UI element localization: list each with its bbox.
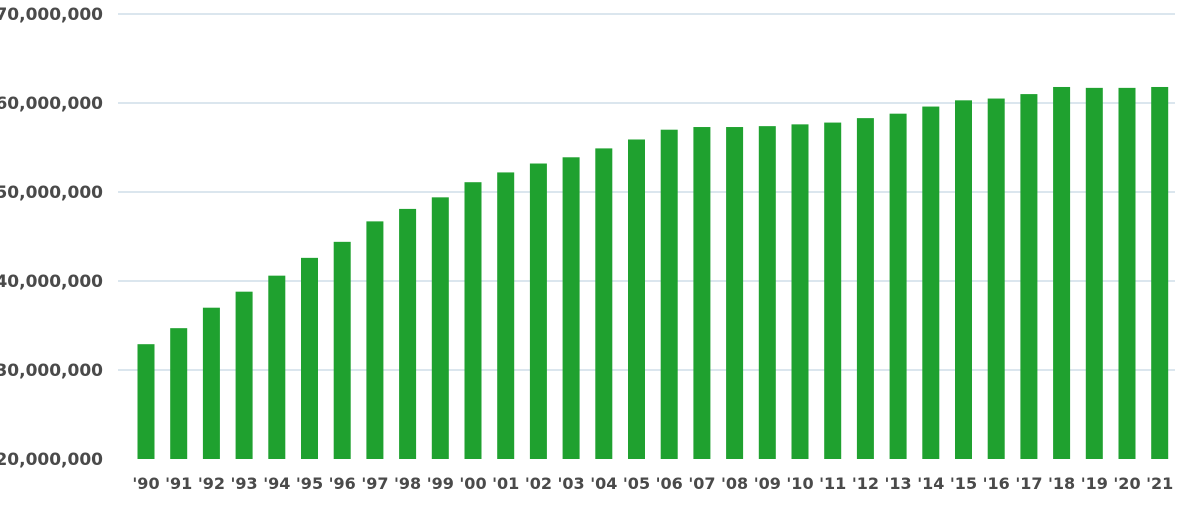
x-tick-label: '01 xyxy=(492,474,519,493)
bar xyxy=(399,208,417,459)
x-tick-label: '90 xyxy=(132,474,159,493)
x-tick-label: '05 xyxy=(623,474,650,493)
bar xyxy=(628,139,645,460)
bar xyxy=(202,307,220,459)
x-tick-label: '10 xyxy=(786,474,813,493)
x-tick-label: '20 xyxy=(1113,474,1140,493)
x-tick-label: '18 xyxy=(1048,474,1075,493)
bar xyxy=(301,257,318,459)
x-tick-label: '96 xyxy=(329,474,356,493)
bar xyxy=(366,221,384,459)
bar xyxy=(431,197,449,459)
x-tick-label: '12 xyxy=(852,474,879,493)
bar xyxy=(955,100,972,459)
y-tick-label: 30,000,000 xyxy=(0,361,103,381)
x-tick-label: '14 xyxy=(917,474,944,493)
x-tick-label: '99 xyxy=(427,474,454,493)
y-tick-label: 40,000,000 xyxy=(0,272,103,292)
bar xyxy=(824,122,842,459)
bar xyxy=(562,157,580,460)
bar xyxy=(1118,87,1136,460)
bar xyxy=(693,127,711,459)
x-tick-label: '15 xyxy=(950,474,977,493)
bar xyxy=(529,163,547,459)
x-tick-label: '17 xyxy=(1015,474,1042,493)
x-tick-label: '04 xyxy=(590,474,617,493)
y-tick-label: 50,000,000 xyxy=(0,183,103,203)
x-tick-label: '93 xyxy=(231,474,258,493)
bar xyxy=(856,118,874,459)
y-tick-label: 70,000,000 xyxy=(0,5,103,25)
x-tick-label: '00 xyxy=(459,474,486,493)
x-tick-label: '03 xyxy=(558,474,585,493)
bar xyxy=(889,113,907,460)
bar xyxy=(464,182,482,459)
bar xyxy=(497,172,515,460)
x-tick-label: '98 xyxy=(394,474,421,493)
bar xyxy=(1020,94,1038,459)
bar xyxy=(758,126,776,459)
x-tick-label: '13 xyxy=(885,474,912,493)
bar xyxy=(726,127,744,459)
y-axis-ticks: 20,000,000 30,000,000 40,000,000 50,000,000… xyxy=(0,5,103,470)
bar xyxy=(170,328,188,459)
bar xyxy=(595,148,613,459)
x-tick-label: '95 xyxy=(296,474,323,493)
y-tick-label: 60,000,000 xyxy=(0,94,103,114)
bar xyxy=(922,106,940,459)
x-tick-label: '94 xyxy=(263,474,290,493)
x-axis-ticks: '90 '91 '92 '93 '94 '95 '96 '97 '98 '99 '00 '01 '02 '… xyxy=(132,474,1173,493)
x-tick-label: '91 xyxy=(165,474,192,493)
x-tick-label: '06 xyxy=(656,474,683,493)
x-tick-label: '92 xyxy=(198,474,225,493)
bars xyxy=(137,86,1169,460)
x-tick-label: '19 xyxy=(1081,474,1108,493)
bar xyxy=(268,275,286,459)
x-tick-label: '08 xyxy=(721,474,748,493)
bar xyxy=(137,344,155,459)
bar xyxy=(791,124,809,460)
y-tick-label: 20,000,000 xyxy=(0,450,103,470)
bar xyxy=(660,129,678,459)
bar xyxy=(987,98,1005,460)
x-tick-label: '16 xyxy=(983,474,1010,493)
bar xyxy=(1053,86,1071,459)
bar xyxy=(235,291,253,459)
x-tick-label: '09 xyxy=(754,474,781,493)
x-tick-label: '11 xyxy=(819,474,846,493)
bar xyxy=(1151,86,1169,459)
x-tick-label: '97 xyxy=(361,474,388,493)
x-tick-label: '02 xyxy=(525,474,552,493)
bar xyxy=(1085,87,1103,460)
x-tick-label: '21 xyxy=(1146,474,1173,493)
bar xyxy=(333,241,351,459)
x-tick-label: '07 xyxy=(688,474,715,493)
